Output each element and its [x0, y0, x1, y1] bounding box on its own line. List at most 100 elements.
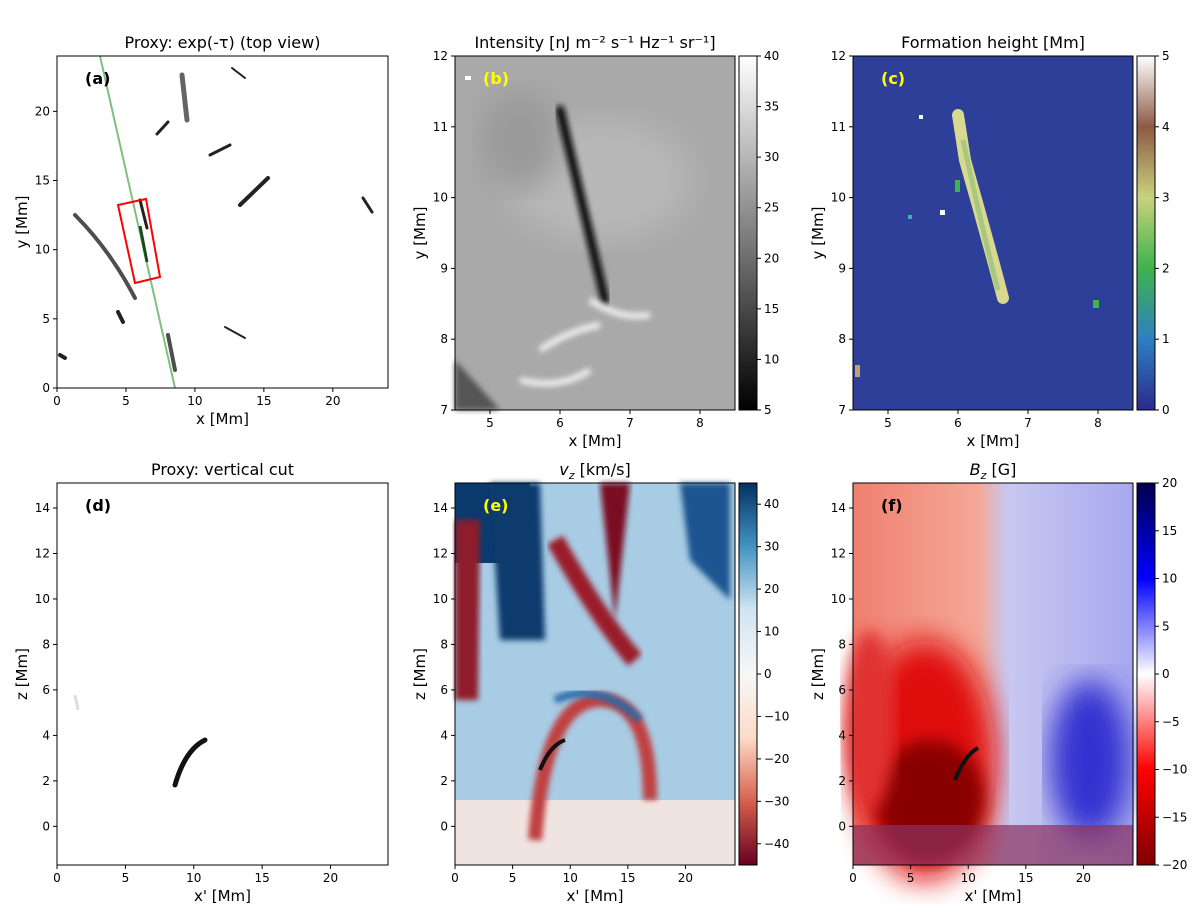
y-tick-label: 14 [433, 501, 448, 515]
y-tick-label: 7 [838, 403, 846, 417]
colorbar-tick-label: 2 [1162, 261, 1170, 275]
y-tick-label: 10 [831, 592, 846, 606]
panel-title: Proxy: exp(-τ) (top view) [125, 33, 321, 52]
y-tick-label: 9 [838, 261, 846, 275]
x-tick-label: 20 [1076, 871, 1091, 885]
x-tick-label: 6 [556, 416, 564, 430]
x-axis-label: x' [Mm] [566, 887, 623, 905]
y-tick-label: 10 [433, 592, 448, 606]
y-tick-label: 7 [440, 403, 448, 417]
y-tick-label: 2 [42, 774, 50, 788]
colorbar-tick-label: 35 [764, 100, 779, 114]
y-tick-label: 4 [838, 728, 846, 742]
x-tick-label: 5 [907, 871, 915, 885]
colorbar-tick-label: 5 [1162, 49, 1170, 63]
panel-d: 0 5 10 15 20 0 2 4 6 8 10 12 14 x' [Mm] z [Mm] Proxy: v… [13, 460, 389, 905]
panel-title: Proxy: vertical cut [151, 460, 294, 479]
panel-e-image [455, 483, 735, 865]
panel-a-image [57, 55, 388, 389]
colorbar-tick-label: 25 [764, 201, 779, 215]
y-tick-label: 8 [440, 637, 448, 651]
colorbar-tick-label: 30 [764, 540, 779, 554]
y-tick-label: 12 [831, 546, 846, 560]
panel-label: (d) [85, 496, 111, 515]
x-axis-label: x [Mm] [196, 410, 249, 428]
colorbar [1136, 55, 1156, 411]
x-axis-label: x' [Mm] [964, 887, 1021, 905]
colorbar-tick-label: 0 [1162, 403, 1170, 417]
colorbar-tick-label: −20 [764, 752, 789, 766]
axes-frame [56, 55, 389, 389]
colorbar-tick-label: −5 [1162, 715, 1180, 729]
y-tick-label: 12 [35, 546, 50, 560]
colorbar-tick-label: −30 [764, 794, 789, 808]
y-tick-label: 0 [838, 819, 846, 833]
y-tick-label: 12 [433, 546, 448, 560]
x-tick-label: 0 [53, 394, 61, 408]
colorbar [738, 482, 758, 866]
cut-line [99, 55, 176, 389]
x-tick-label: 15 [1018, 871, 1033, 885]
x-tick-label: 10 [187, 394, 202, 408]
colorbar-tick-label: 10 [764, 625, 779, 639]
region-box [116, 197, 162, 285]
y-tick-label: 10 [35, 592, 50, 606]
y-tick-label: 0 [42, 381, 50, 395]
y-tick-label: 5 [42, 312, 50, 326]
x-tick-label: 15 [255, 871, 270, 885]
y-tick-label: 12 [831, 49, 846, 63]
title-unit: [G] [986, 460, 1016, 479]
y-axis-label: y [Mm] [411, 207, 429, 260]
y-tick-label: 10 [433, 191, 448, 205]
y-tick-label: 2 [838, 774, 846, 788]
y-tick-label: 6 [838, 683, 846, 697]
x-axis-label: x [Mm] [967, 432, 1020, 450]
x-tick-label: 7 [626, 416, 634, 430]
y-tick-label: 14 [35, 501, 50, 515]
colorbar [1136, 482, 1156, 866]
x-tick-label: 10 [186, 871, 201, 885]
panel-label: (b) [483, 69, 509, 88]
panel-b-image [455, 56, 735, 410]
panel-f: 0 5 10 15 20 0 2 4 6 8 10 12 14 x' [Mm] z [Mm] Bz [G] (f… [809, 460, 1187, 905]
y-axis-label: z [Mm] [411, 648, 429, 700]
panel-title: Bz [G] [970, 460, 1017, 482]
colorbar-tick-label: 15 [1162, 524, 1177, 538]
title-unit: [km/s] [575, 460, 631, 479]
axes-frame [852, 482, 1134, 866]
y-tick-label: 0 [440, 819, 448, 833]
y-tick-label: 8 [440, 332, 448, 346]
colorbar-tick-label: 0 [764, 667, 772, 681]
x-tick-label: 20 [325, 394, 340, 408]
colorbar-tick-label: 40 [764, 49, 779, 63]
x-tick-label: 8 [1094, 416, 1102, 430]
x-tick-label: 5 [122, 871, 130, 885]
colorbar-tick-label: 20 [1162, 476, 1177, 490]
y-tick-label: 4 [42, 728, 50, 742]
panel-e: 0 5 10 15 20 0 2 4 6 8 10 12 14 x' [Mm] z [Mm] vz [km/s… [411, 460, 789, 905]
colorbar-tick-label: 30 [764, 150, 779, 164]
panel-label: (c) [881, 69, 905, 88]
colorbar-tick-label: 40 [764, 497, 779, 511]
y-tick-label: 0 [42, 819, 50, 833]
x-tick-label: 10 [563, 871, 578, 885]
y-tick-label: 11 [831, 120, 846, 134]
title-subscript: z [980, 469, 987, 482]
y-axis-label: y [Mm] [809, 207, 827, 260]
y-tick-label: 9 [440, 261, 448, 275]
x-tick-label: 15 [620, 871, 635, 885]
y-tick-label: 15 [35, 174, 50, 188]
colorbar-tick-label: −20 [1162, 858, 1187, 872]
y-tick-label: 10 [35, 243, 50, 257]
title-subscript: z [568, 469, 575, 482]
x-tick-label: 7 [1024, 416, 1032, 430]
y-tick-label: 11 [433, 120, 448, 134]
axes-frame [454, 482, 736, 866]
colorbar-tick-label: 0 [1162, 667, 1170, 681]
y-tick-label: 8 [838, 637, 846, 651]
colorbar-tick-label: −10 [1162, 763, 1187, 777]
x-axis-label: x [Mm] [569, 432, 622, 450]
axes-frame [56, 482, 389, 866]
x-tick-label: 6 [954, 416, 962, 430]
